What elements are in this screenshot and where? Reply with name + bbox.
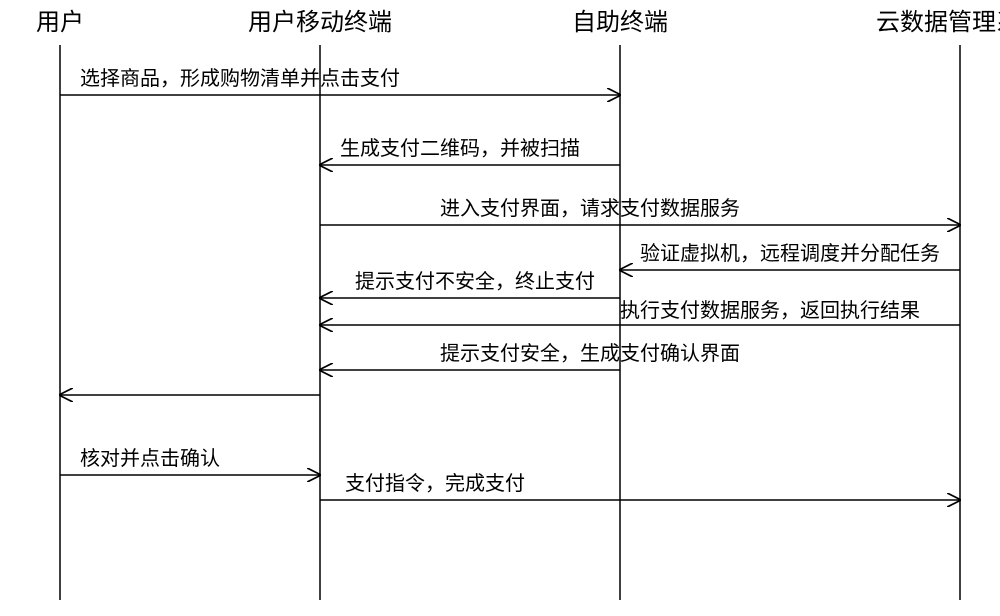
actor-label: 云数据管理系统 xyxy=(876,9,1000,36)
sequence-diagram: 用户 用户移动终端 自助终端 云数据管理系统选择商品，形成购物清单并点击支付生成支付二… xyxy=(0,0,1000,616)
message-label: 执行支付数据服务，返回执行结果 xyxy=(620,299,920,322)
actor-label: 自助终端 xyxy=(572,9,668,36)
message-label: 核对并点击确认 xyxy=(80,447,220,470)
message-label: 提示支付安全，生成支付确认界面 xyxy=(440,342,740,365)
actor-label: 用户移动终端 xyxy=(248,9,392,36)
message-label: 验证虚拟机，远程调度并分配任务 xyxy=(640,242,940,265)
actor-label: 用户 xyxy=(36,9,84,36)
message-label: 生成支付二维码，并被扫描 xyxy=(340,137,580,160)
message-label: 支付指令，完成支付 xyxy=(345,472,525,495)
message-label: 进入支付界面，请求支付数据服务 xyxy=(440,197,740,220)
message-label: 提示支付不安全，终止支付 xyxy=(355,270,595,293)
message-label: 选择商品，形成购物清单并点击支付 xyxy=(80,67,400,90)
